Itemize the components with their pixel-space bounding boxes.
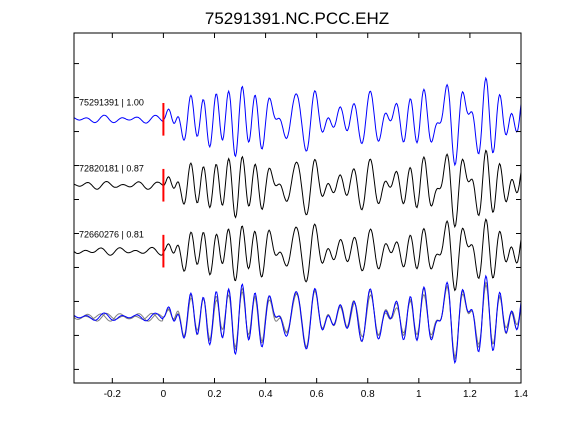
plot-frame <box>73 32 522 384</box>
trace-line-72820181 <box>73 149 522 229</box>
x-tick-label: 1.2 <box>463 389 477 400</box>
x-tick-label: 1 <box>416 389 422 400</box>
x-tick-label: 0.2 <box>208 389 222 400</box>
axis-ticks-layer: -0.2 0 0.2 0.4 0.6 0.8 1 1.2 1.4 <box>74 33 528 400</box>
x-tick-label: 0 <box>161 389 167 400</box>
trace-labels-layer: 75291391 | 1.00 72820181 | 0.87 72660276 |… <box>79 98 144 240</box>
x-tick-label: 0.8 <box>361 389 375 400</box>
trace-label-72820181: 72820181 | 0.87 <box>79 164 144 174</box>
trace-label-72660276: 72660276 | 0.81 <box>79 230 144 240</box>
traces-layer <box>73 76 522 365</box>
trace-label-75291391: 75291391 | 1.00 <box>79 98 144 108</box>
trace-line-72660276 <box>73 218 522 292</box>
trace-line-75291391 <box>73 76 522 167</box>
x-tick-label: 0.4 <box>259 389 273 400</box>
x-tick-label: -0.2 <box>104 389 122 400</box>
x-tick-label: 1.4 <box>514 389 528 400</box>
chart-title: 75291391.NC.PCC.EHZ <box>205 9 389 28</box>
x-tick-label: 0.6 <box>310 389 324 400</box>
overlay-line-75291391 <box>73 274 522 365</box>
